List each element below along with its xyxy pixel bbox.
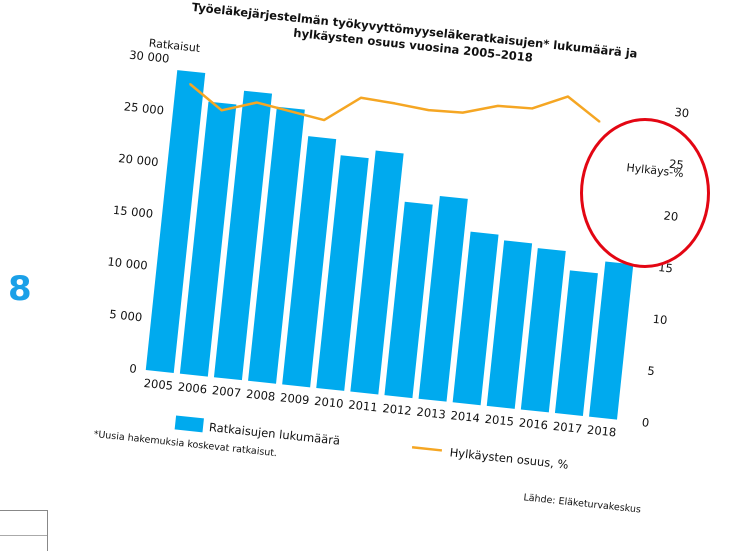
line-point-2005 — [189, 83, 191, 85]
y-right-tick-label: 30 — [674, 105, 690, 120]
line-point-2017 — [598, 121, 601, 123]
legend-bar-swatch — [174, 415, 204, 433]
bar-2017 — [554, 270, 598, 416]
x-tick-label: 2007 — [211, 383, 242, 400]
x-tick-label: 2010 — [314, 394, 345, 411]
bar-2006 — [179, 101, 237, 377]
chart-source: Lähde: Eläketurvakeskus — [523, 492, 641, 515]
bar-2011 — [350, 150, 404, 395]
bar-series — [145, 70, 634, 420]
bar-2015 — [486, 240, 533, 409]
highlight-circle-annotation — [580, 118, 710, 268]
y-left-tick-label: 15 000 — [112, 203, 153, 221]
x-tick-label: 2008 — [245, 387, 276, 404]
line-point-2010 — [360, 96, 362, 99]
cropped-heading-fragment: 8 — [8, 269, 32, 309]
line-series — [189, 83, 601, 123]
x-tick-label: 2018 — [586, 423, 617, 440]
bar-2018 — [589, 261, 634, 420]
y-axis-left-label: Ratkaisut — [148, 37, 201, 55]
y-right-tick-label: 10 — [652, 312, 668, 327]
x-tick-label: 2011 — [348, 397, 379, 414]
legend-line-label: Hylkäysten osuus, % — [449, 445, 569, 471]
line-point-2016 — [567, 95, 569, 98]
y-left-tick-label: 25 000 — [123, 99, 164, 117]
y-right-tick-label: 5 — [647, 364, 656, 379]
bar-2016 — [520, 248, 566, 413]
bar-2013 — [418, 195, 468, 402]
line-point-2011 — [393, 102, 396, 105]
x-tick-label: 2009 — [279, 390, 310, 407]
legend-line-swatch — [411, 446, 443, 452]
y-left-tick-label: 20 000 — [118, 151, 159, 169]
y-left-tick-label: 10 000 — [107, 254, 148, 272]
x-tick-label: 2005 — [143, 376, 174, 393]
x-tick-label: 2012 — [382, 401, 413, 418]
x-tick-label: 2017 — [552, 419, 583, 436]
bar-2014 — [452, 231, 499, 406]
line-point-2012 — [427, 109, 430, 111]
x-tick-label: 2013 — [416, 405, 447, 422]
y-right-tick-label: 0 — [641, 415, 650, 430]
line-point-2013 — [461, 111, 464, 114]
line-point-2009 — [323, 119, 325, 121]
line-point-2008 — [289, 110, 292, 113]
line-point-2006 — [220, 109, 223, 112]
x-tick-label: 2016 — [518, 415, 549, 432]
y-left-tick-label: 0 — [129, 361, 138, 376]
y-left-tick-label: 30 000 — [129, 48, 170, 66]
bar-2009 — [282, 136, 337, 388]
y-axis-left-ticks: 0 5 000 10 000 15 000 20 000 25 000 30 000 — [107, 48, 170, 376]
bar-2012 — [384, 201, 433, 399]
bar-2005 — [145, 70, 206, 373]
x-axis-ticks: 2005 2006 2007 2008 2009 2010 2011 2012 2013 2014… — [143, 376, 617, 440]
bar-2007 — [213, 90, 273, 381]
bar-2010 — [316, 155, 369, 391]
chart-svg: Työeläkejärjestelmän työkyvyttömyyseläke… — [93, 0, 690, 516]
line-point-2007 — [256, 101, 258, 104]
cropped-table-corner — [0, 510, 48, 551]
x-tick-label: 2006 — [177, 380, 208, 397]
line-point-2015 — [531, 107, 533, 110]
bar-2008 — [248, 106, 305, 384]
chart-card: Työeläkejärjestelmän työkyvyttömyyseläke… — [70, 0, 710, 545]
x-tick-label: 2015 — [484, 412, 515, 429]
y-left-tick-label: 5 000 — [109, 307, 143, 324]
x-tick-label: 2014 — [450, 408, 481, 425]
line-point-2014 — [497, 105, 499, 107]
